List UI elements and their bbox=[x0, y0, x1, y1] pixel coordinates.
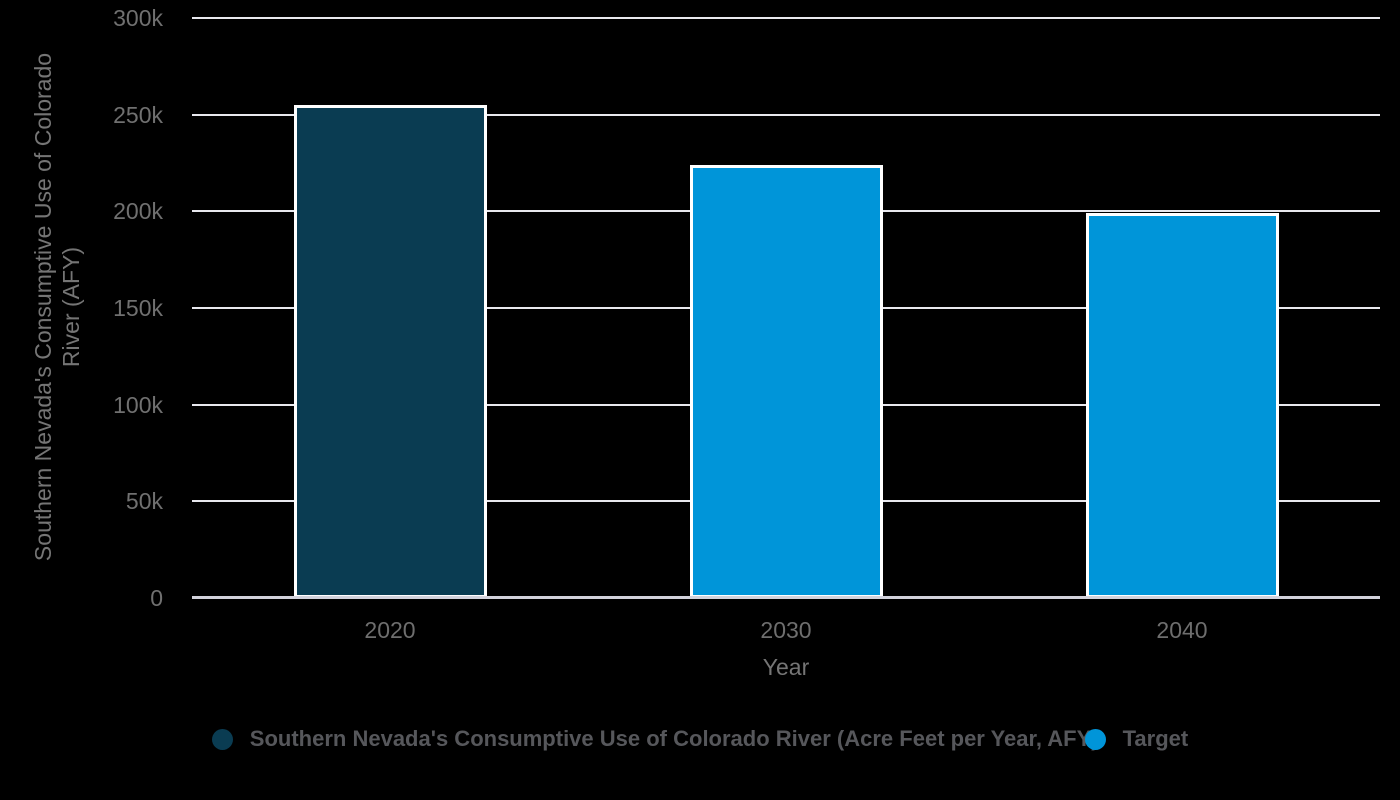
x-tick-label-2040: 2040 bbox=[1156, 617, 1208, 643]
bar-2040[interactable] bbox=[1085, 213, 1279, 598]
legend-marker-icon bbox=[211, 728, 233, 750]
gridline-250k bbox=[192, 113, 1380, 116]
legend-marker-icon bbox=[1084, 728, 1106, 750]
y-tick-label-50k: 50k bbox=[125, 488, 163, 515]
y-tick-label-100k: 100k bbox=[113, 391, 163, 418]
y-tick-label-250k: 250k bbox=[113, 101, 163, 128]
bar-2030[interactable] bbox=[689, 164, 883, 598]
plot-area bbox=[192, 0, 1380, 599]
legend-item-consumptive-use[interactable]: Southern Nevada's Consumptive Use of Col… bbox=[211, 726, 1099, 752]
x-tick-label-2030: 2030 bbox=[760, 617, 812, 643]
legend-item-label: Target bbox=[1122, 726, 1189, 751]
legend-item-label: Southern Nevada's Consumptive Use of Col… bbox=[249, 726, 1099, 751]
x-axis-title: Year bbox=[762, 654, 810, 680]
legend-item-target[interactable]: Target bbox=[1084, 726, 1189, 752]
y-tick-label-0: 0 bbox=[150, 585, 163, 611]
y-tick-label-150k: 150k bbox=[113, 295, 163, 321]
y-tick-label-300k: 300k bbox=[113, 5, 163, 31]
gridline-300k bbox=[192, 17, 1380, 19]
bar-2020[interactable] bbox=[293, 105, 487, 598]
y-tick-label-200k: 200k bbox=[113, 198, 163, 225]
x-tick-label-2020: 2020 bbox=[364, 617, 416, 643]
x-axis-line bbox=[192, 596, 1380, 599]
legend: Southern Nevada's Consumptive Use of Col… bbox=[0, 726, 1400, 752]
